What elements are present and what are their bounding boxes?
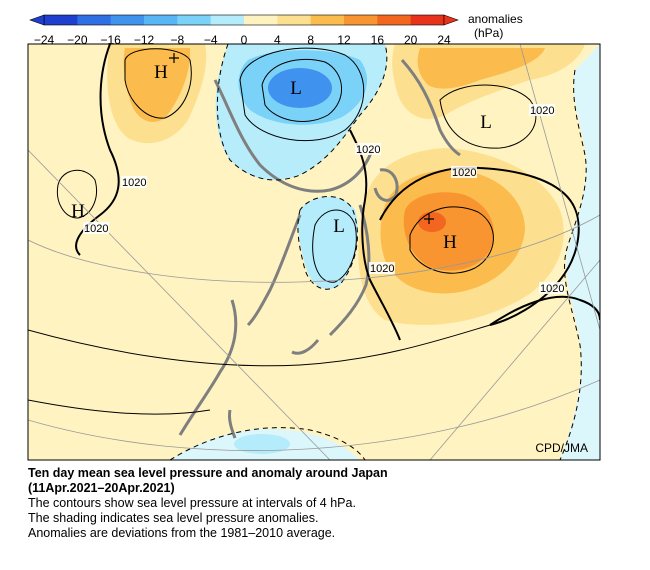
colorbar-segment <box>210 15 245 25</box>
colorbar-segment <box>144 15 178 25</box>
zero-contour-cool-region <box>216 44 388 181</box>
isobar-low-northeast <box>439 84 537 149</box>
pressure-labels: 1020 1020 1020 1020 1020 1020 1020 <box>83 104 565 295</box>
pressure-label: 1020 <box>370 263 394 275</box>
positive-anomaly-region-northeast-inner <box>417 48 545 89</box>
isobars <box>28 44 600 415</box>
isobar-west-loop <box>56 170 97 219</box>
pressure-label-background <box>529 104 555 116</box>
colorbar-segment <box>277 15 312 25</box>
coastline-japan-hokkaido <box>373 168 399 202</box>
map-credit: CPD/JMA <box>535 441 588 455</box>
negative-anomaly-core <box>268 68 332 108</box>
map-frame <box>27 43 601 461</box>
colorbar-segment <box>44 15 78 25</box>
zero-contour-southwest <box>169 427 366 460</box>
sea-level-pressure-map: 1020 1020 1020 1020 1020 1020 1020 H L L H L H CPD/… <box>27 43 601 461</box>
pressure-label: 1020 <box>540 283 564 295</box>
pressure-label-background <box>451 166 477 178</box>
coastline-russia-east <box>213 79 374 193</box>
colorbar-segment <box>77 15 112 25</box>
negative-anomaly-region-korea <box>297 196 358 289</box>
coastline-kyushu <box>291 339 320 355</box>
high-pressure-center-label: H <box>443 232 457 253</box>
negative-anomaly-small-south <box>234 434 290 454</box>
pressure-label-background <box>121 176 147 188</box>
positive-anomaly-core <box>418 212 446 232</box>
positive-anomaly-region-northwest-inner <box>123 48 191 122</box>
caption-line3: Anomalies are deviations from the 1981–2… <box>28 526 336 540</box>
colorbar-right-arrow <box>443 14 459 26</box>
isobar-low-sakhalin-outer <box>239 47 365 142</box>
colorbar-segment <box>410 15 445 25</box>
low-pressure-center-label: L <box>480 112 492 133</box>
colorbar-title: anomalies (hPa) <box>468 12 523 40</box>
isobar-high-east-inner <box>409 206 494 274</box>
pressure-label: 1020 <box>452 167 476 179</box>
caption-line2: The shading indicates sea level pressure… <box>28 511 319 525</box>
graticule-lon-center <box>519 44 600 331</box>
graticule <box>28 44 600 460</box>
pressure-label: 1020 <box>356 144 380 156</box>
pressure-label: 1020 <box>84 223 108 235</box>
high-pressure-center-label: H <box>71 201 85 222</box>
isobar-low-sakhalin <box>261 58 343 123</box>
pressure-label-background <box>539 282 565 294</box>
colorbar-title-line2: (hPa) <box>474 26 504 40</box>
zero-anomaly-contours <box>169 44 587 460</box>
isobar-1020-southeast <box>489 295 600 326</box>
negative-anomaly-region-east-pacific <box>560 44 600 460</box>
colorbar-segment <box>110 15 145 25</box>
center-markers <box>169 53 434 224</box>
low-pressure-center-label: L <box>290 78 302 99</box>
isobar-1020-west <box>75 44 120 256</box>
colorbar-title-line1: anomalies <box>468 12 523 26</box>
caption-title-line1: Ten day mean sea level pressure and anom… <box>28 466 388 480</box>
colorbar-segment <box>344 15 378 25</box>
graticule-lon-west <box>28 149 331 460</box>
positive-anomaly-region-east-japan-inner <box>403 192 494 271</box>
graticule-lat-north <box>28 214 600 283</box>
pressure-label: 1020 <box>530 105 554 117</box>
isobar-1020-central <box>349 129 401 341</box>
colorbar-segment <box>377 15 412 25</box>
zero-contour-korea <box>297 195 358 290</box>
graticule-lon-east <box>429 259 600 460</box>
coastline-taiwan <box>228 409 237 439</box>
coastline-china-east <box>178 299 238 436</box>
colorbar-tick-label: 4 <box>274 33 281 47</box>
pressure-label-background <box>83 222 109 234</box>
low-pressure-center-label: L <box>333 216 345 237</box>
center-cross-east-high <box>424 214 434 224</box>
coastlines <box>178 58 461 439</box>
pressure-label-background <box>355 143 381 155</box>
pressure-center-labels: H L L H L H <box>71 62 492 253</box>
colorbar-segment <box>177 15 212 25</box>
coastline-kamchatka <box>400 58 461 157</box>
caption-title-line2: (11Apr.2021–20Apr.2021) <box>28 481 175 495</box>
high-pressure-center-label: H <box>154 62 168 83</box>
colorbar-tick-label: 0 <box>241 33 248 47</box>
map-caption: Ten day mean sea level pressure and anom… <box>28 466 628 541</box>
coastline-korea <box>246 214 302 327</box>
isobar-low-korea <box>312 209 357 283</box>
colorbar-segment <box>244 15 278 25</box>
pressure-label-background <box>369 262 395 274</box>
zero-contour-east <box>559 69 587 460</box>
coastline-japan-honshu <box>328 204 371 337</box>
center-cross-northwest-high <box>169 53 179 63</box>
isobar-south-long <box>28 324 491 367</box>
isobar-1020-east <box>379 166 580 326</box>
isobar-southwest <box>28 399 211 415</box>
graticule-lat-south <box>28 379 600 451</box>
colorbar-segment <box>310 15 345 25</box>
colorbar-tick-label: 8 <box>307 33 314 47</box>
pressure-label: 1020 <box>122 177 146 189</box>
caption-line1: The contours show sea level pressure at … <box>28 496 356 510</box>
isobar-high-northwest <box>124 48 192 119</box>
colorbar-left-arrow <box>29 14 45 26</box>
